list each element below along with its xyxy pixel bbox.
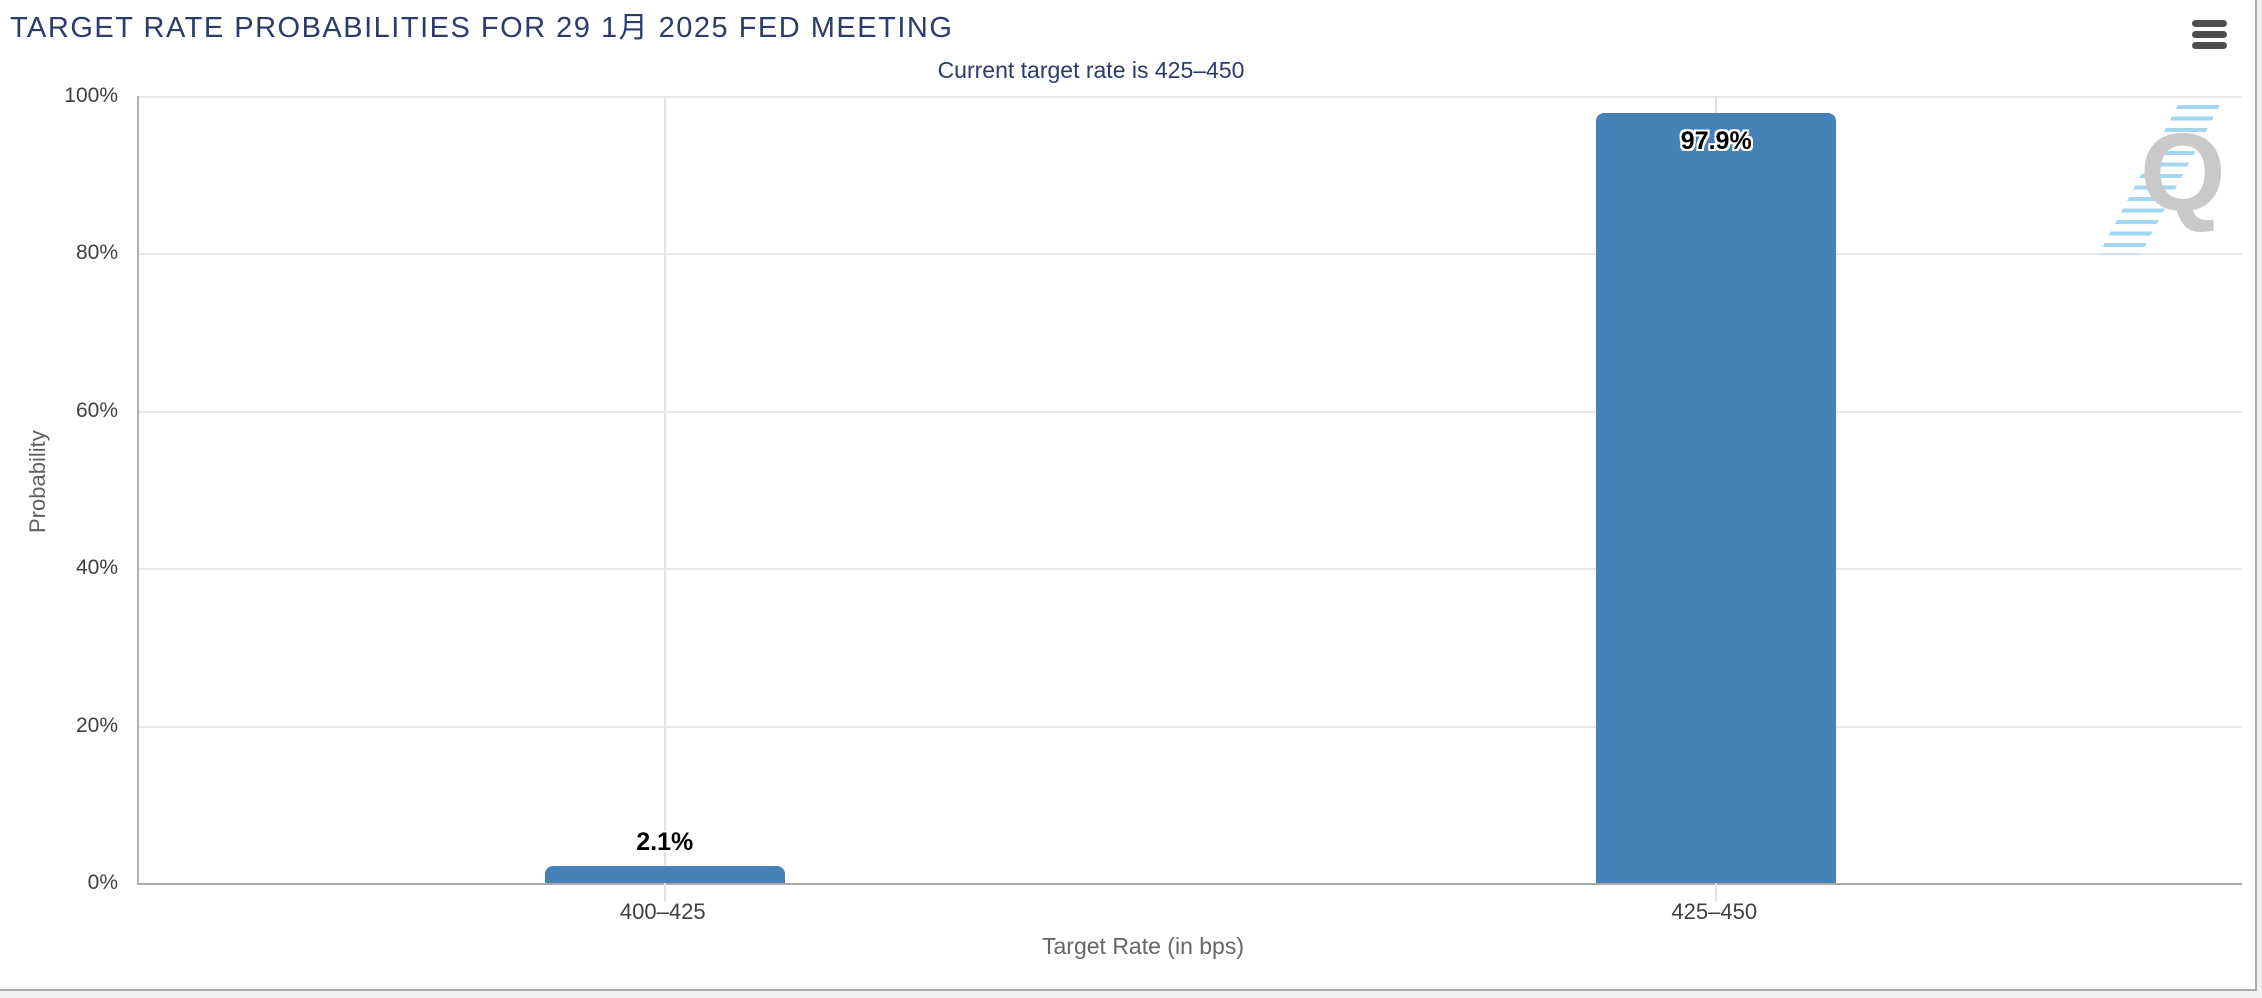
x-tick-label-400-425: 400–425	[619, 899, 706, 924]
x-gridline	[663, 96, 666, 901]
y-tick-label-100: 100%	[64, 84, 118, 107]
y-gridline-40	[139, 568, 2242, 571]
bar-value-label-400-425: 2.1%	[636, 828, 694, 857]
y-tick-label-20: 20%	[75, 713, 118, 737]
y-axis-title: Probability	[25, 430, 50, 533]
x-tick-label-425-450: 425–450	[1671, 899, 1758, 924]
y-tick-label-0: 0%	[87, 871, 118, 894]
y-gridline-60	[139, 410, 2242, 413]
bar-400-425[interactable]	[544, 866, 785, 883]
hamburger-icon	[2192, 19, 2230, 49]
y-tick-label-60: 60%	[75, 398, 118, 422]
y-tick-label-40: 40%	[75, 556, 118, 580]
x-axis-labels: 400–425 425–450	[137, 899, 2240, 929]
y-tick-label-80: 80%	[75, 241, 118, 265]
bar-value-label-425-450: 97.9%	[1680, 126, 1752, 155]
plot-area: 2.1% 97.9%	[137, 96, 2242, 901]
context-menu-button[interactable]	[2188, 14, 2234, 54]
x-axis-title: Target Rate (in bps)	[1042, 933, 1244, 959]
y-gridline-100	[139, 96, 2242, 98]
chart-subtitle: Current target rate is 425–450	[937, 57, 1245, 83]
chart-title: TARGET RATE PROBABILITIES FOR 29 1月 2025…	[10, 12, 954, 44]
bar-425-450[interactable]	[1596, 112, 1837, 883]
y-gridline-20	[139, 725, 2242, 728]
y-gridline-80	[139, 253, 2242, 256]
